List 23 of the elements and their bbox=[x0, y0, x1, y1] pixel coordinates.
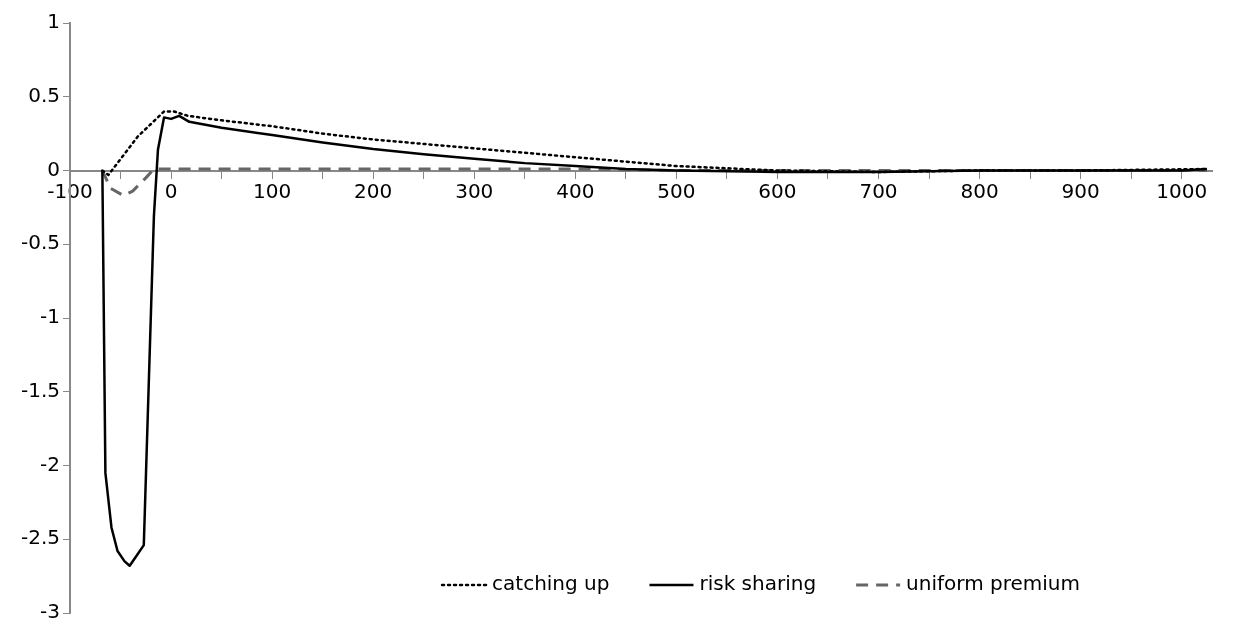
y-tick-label: -1 bbox=[40, 304, 61, 329]
y-tick-label: 0.5 bbox=[28, 82, 61, 107]
y-tick-label: -2 bbox=[40, 451, 61, 476]
legend-label: catching up bbox=[492, 571, 610, 596]
x-tick-label: 600 bbox=[758, 178, 797, 203]
x-tick-label: 100 bbox=[253, 178, 292, 203]
x-tick-label: 200 bbox=[354, 178, 393, 203]
x-tick-label: 400 bbox=[556, 178, 595, 203]
x-tick-label: 0 bbox=[164, 178, 178, 203]
y-tick-label: 1 bbox=[47, 9, 61, 34]
legend-label: risk sharing bbox=[699, 571, 817, 596]
x-tick-label: 1000 bbox=[1156, 178, 1208, 203]
x-tick-label: 800 bbox=[960, 178, 999, 203]
x-tick-label: 500 bbox=[657, 178, 696, 203]
legend-label: uniform premium bbox=[906, 571, 1080, 596]
x-tick-label: 300 bbox=[455, 178, 494, 203]
y-tick-label: -2.5 bbox=[20, 525, 61, 550]
y-tick-label: -1.5 bbox=[20, 377, 61, 402]
x-tick-label: 700 bbox=[859, 178, 898, 203]
x-tick-label: 900 bbox=[1061, 178, 1100, 203]
y-tick-label: -0.5 bbox=[20, 230, 61, 255]
y-tick-label: -3 bbox=[40, 599, 61, 624]
y-tick-label: 0 bbox=[47, 156, 61, 181]
